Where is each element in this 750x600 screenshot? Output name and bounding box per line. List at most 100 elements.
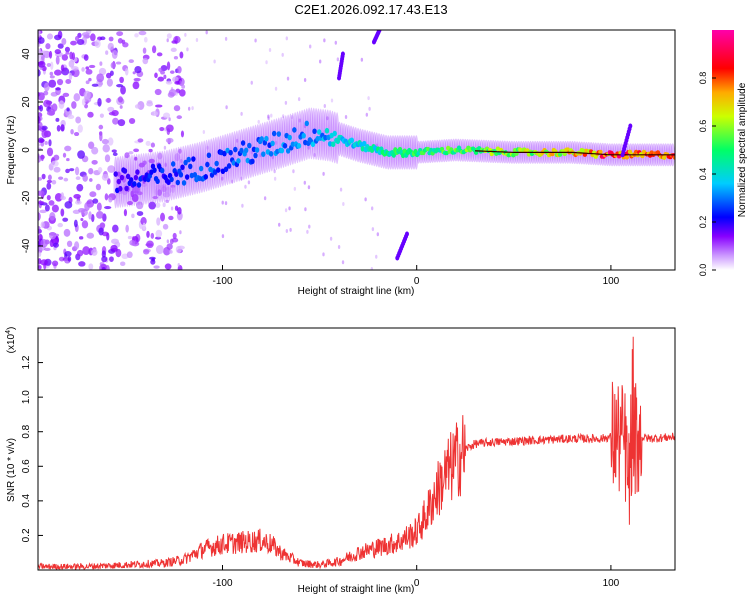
noise-blob: [120, 85, 126, 95]
noise-blob: [38, 225, 41, 230]
noise-blob: [66, 240, 73, 248]
colorbar-tick-label: 0.0: [698, 264, 708, 277]
snr-axes: -100 0 100 0.2 0.4 0.6 0.8 1.0 1.2: [21, 355, 620, 589]
noise-blob: [124, 152, 130, 159]
noise-blob: [62, 152, 67, 158]
y-tick-label: 40: [21, 48, 32, 60]
ridge-halo: [362, 129, 368, 165]
ridge-blob: [624, 155, 630, 160]
noise-blob: [127, 235, 133, 240]
noise-blob: [68, 72, 73, 81]
y-tick-label: 0.8: [21, 424, 32, 438]
noise-blob: [78, 236, 84, 240]
noise-blob: [105, 98, 112, 103]
noise-blob: [64, 46, 71, 53]
noise-blob: [169, 238, 174, 245]
x-tick-label: -100: [212, 578, 232, 589]
noise-blob: [51, 204, 59, 213]
noise-blob: [371, 227, 375, 232]
noise-blob: [120, 261, 126, 267]
noise-blob: [38, 177, 43, 181]
spectrogram-ylabel: Frequency (Hz): [6, 116, 17, 185]
noise-blob: [62, 217, 69, 222]
ridge-blob: [261, 151, 266, 157]
x-tick-label: 100: [603, 578, 620, 589]
ridge-halo: [257, 123, 263, 176]
noise-blob: [289, 227, 292, 232]
noise-blob: [126, 251, 133, 259]
noise-blob: [96, 210, 104, 219]
noise-blob: [172, 232, 177, 240]
noise-blob: [97, 166, 103, 173]
noise-blob: [293, 186, 297, 191]
noise-blob: [156, 217, 161, 226]
noise-blob: [132, 186, 140, 194]
noise-blob: [303, 180, 307, 185]
ridge-blob: [239, 147, 244, 154]
noise-blob: [48, 50, 53, 59]
ridge-halo: [332, 111, 337, 164]
noise-blob: [205, 30, 208, 35]
noise-blob: [134, 156, 138, 161]
noise-blob: [180, 130, 185, 138]
noise-blob: [43, 99, 51, 108]
noise-blob: [101, 173, 109, 181]
noise-blob: [99, 113, 104, 118]
noise-blob: [140, 217, 147, 226]
noise-blob: [106, 78, 113, 87]
ridge-halo: [274, 118, 279, 171]
noise-blob: [165, 199, 170, 203]
ridge-halo: [292, 112, 298, 164]
noise-blob: [250, 80, 253, 85]
noise-blob: [213, 59, 216, 64]
noise-blob: [179, 51, 184, 59]
noise-blob: [39, 104, 44, 112]
noise-blob: [148, 148, 153, 153]
noise-blob: [117, 38, 123, 44]
ridge-core: [474, 150, 675, 156]
noise-blob: [323, 104, 327, 109]
ridge-blob: [160, 167, 165, 174]
noise-blob: [60, 124, 65, 132]
noise-blob: [53, 242, 59, 248]
noise-blob: [220, 176, 224, 181]
noise-blob: [178, 148, 182, 154]
noise-blob: [270, 113, 273, 118]
noise-blob: [76, 249, 84, 257]
noise-blob: [164, 263, 172, 270]
noise-blob: [115, 61, 122, 65]
noise-blob: [146, 230, 150, 238]
noise-blob: [282, 114, 285, 119]
ridge-halo: [278, 116, 284, 169]
noise-blob: [202, 130, 206, 135]
noise-blob: [175, 245, 182, 254]
noise-blob: [39, 209, 47, 214]
noise-blob: [143, 249, 150, 255]
noise-blob: [101, 267, 106, 270]
noise-blob: [78, 207, 86, 213]
noise-blob: [127, 200, 133, 206]
noise-blob: [38, 92, 45, 101]
ridge-blob: [222, 150, 227, 157]
noise-blob: [330, 98, 334, 103]
noise-blob: [74, 35, 80, 42]
ridge-blob: [304, 120, 309, 127]
noise-blob: [146, 101, 154, 107]
noise-blob: [119, 105, 123, 109]
y-tick-label: -20: [21, 190, 32, 205]
noise-blob: [134, 65, 142, 74]
noise-blob: [51, 260, 59, 267]
noise-blob: [360, 57, 364, 62]
noise-blob: [275, 140, 278, 145]
ridge-halo: [227, 132, 233, 185]
noise-blob: [151, 257, 155, 262]
noise-blob: [96, 202, 102, 211]
noise-blob: [284, 100, 288, 105]
ridge-halo: [313, 108, 319, 160]
noise-blob: [77, 150, 86, 159]
noise-blob: [297, 97, 301, 102]
noise-blob: [46, 33, 54, 40]
ridge-halo: [276, 117, 282, 170]
noise-blob: [73, 93, 81, 102]
noise-blob: [221, 200, 224, 205]
